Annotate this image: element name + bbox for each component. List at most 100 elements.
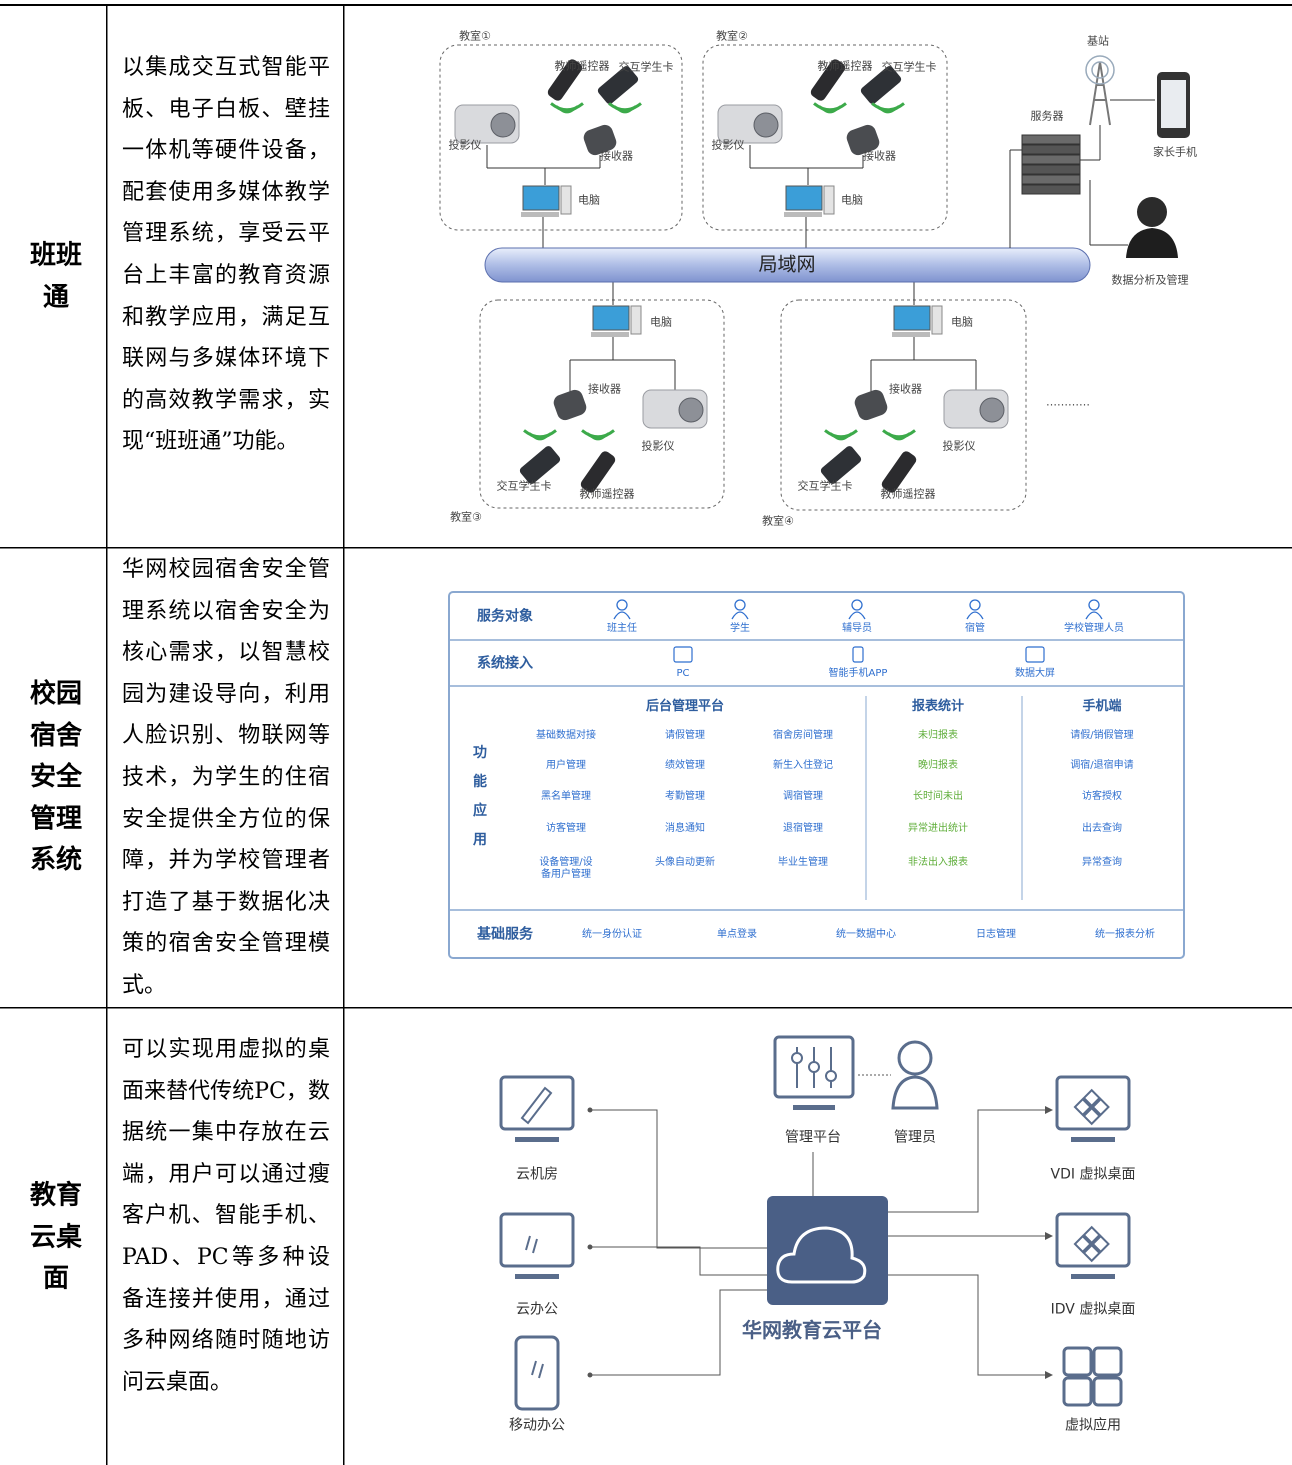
slider-knob — [825, 1070, 837, 1082]
server-unit — [1021, 174, 1081, 185]
slash-icon — [531, 1360, 544, 1379]
row-description: 华网校园宿舍安全管理系统以宿舍安全为核心需求，以智慧校园为建设导向，利用人脸识别… — [122, 557, 330, 998]
function-item: 异常查询 — [1082, 857, 1122, 868]
projector-lens — [979, 397, 1005, 423]
ellipsis: ………… — [1046, 395, 1090, 409]
receiver-icon — [553, 389, 587, 421]
user-icon — [731, 611, 749, 620]
connector — [888, 1109, 1045, 1213]
user-icon — [1085, 611, 1103, 620]
access-item: 智能手机APP — [828, 668, 888, 679]
basic-service: 统一数据中心 — [836, 929, 896, 940]
function-item: 消息通知 — [665, 823, 705, 834]
platform-icon — [773, 1035, 855, 1099]
connector — [590, 1246, 767, 1276]
management-label: 管理平台 — [785, 1129, 841, 1146]
monitor-base — [1071, 1137, 1115, 1142]
monitor-icon — [785, 185, 823, 211]
pencil-icon — [520, 1086, 553, 1125]
remote-label: 教师遥控器 — [880, 487, 936, 501]
service-target: 学生 — [730, 623, 750, 634]
monitor-icon — [1055, 1212, 1131, 1268]
function-item: 毕业生管理 — [778, 857, 828, 868]
receiver-label: 接收器 — [863, 149, 896, 163]
function-item: 访客授权 — [1082, 791, 1122, 802]
classroom-box — [479, 299, 725, 509]
group-title: 报表统计 — [911, 699, 965, 715]
function-item: 黑名单管理 — [541, 791, 591, 802]
diamond-icon — [1082, 1106, 1101, 1126]
diamond-icon — [1073, 1234, 1092, 1254]
arrow-head — [1045, 1106, 1053, 1114]
slash-icon — [525, 1235, 538, 1254]
receiver-label: 接收器 — [889, 382, 922, 396]
wifi-icon — [824, 429, 858, 439]
service-target: 学校管理人员 — [1064, 623, 1124, 634]
remote-icon — [810, 59, 846, 101]
device-icon — [852, 646, 864, 663]
server-unit — [1021, 134, 1081, 145]
admin-head — [897, 1040, 933, 1076]
admin-label: 管理员 — [894, 1129, 936, 1146]
column-border — [343, 5, 345, 1465]
diamond-icon — [1091, 1097, 1110, 1117]
row-title: 功能应用 — [473, 745, 487, 848]
diamond-icon — [1091, 1234, 1110, 1254]
classroom-name: 教室③ — [450, 510, 482, 524]
remote-icon — [580, 451, 616, 493]
row-title: 系统接入 — [477, 655, 533, 672]
classroom-name: 教室② — [716, 29, 748, 43]
platform-label: 华网教育云平台 — [742, 1318, 882, 1342]
user-icon — [851, 599, 863, 611]
classroom-name: 教室① — [459, 29, 491, 43]
monitor-icon — [1055, 1075, 1131, 1131]
user-icon — [616, 599, 628, 611]
tower-icon — [1089, 61, 1111, 126]
keyboard-icon — [591, 332, 629, 337]
app-icon — [1092, 1376, 1123, 1407]
server-unit — [1021, 164, 1081, 175]
wifi-icon — [550, 102, 584, 112]
monitor-base — [515, 1274, 559, 1279]
row-description: 可以实现用虚拟的桌面来替代传统PC，数据统一集中存放在云端，用户可以通过瘦客户机… — [122, 1037, 330, 1395]
user-icon — [966, 611, 984, 620]
function-item: 长时间未出 — [913, 791, 963, 802]
right-item: 虚拟应用 — [1065, 1417, 1121, 1434]
monitor-icon — [499, 1075, 575, 1131]
service-target: 辅导员 — [842, 623, 872, 634]
function-item: 绩效管理 — [665, 760, 705, 771]
function-item: 新生入住登记 — [773, 760, 833, 771]
wifi-icon — [882, 429, 916, 439]
basic-service: 统一身份认证 — [582, 929, 642, 940]
projector-lens — [753, 112, 779, 138]
row-border — [0, 547, 1292, 549]
diamond-icon — [1073, 1097, 1092, 1117]
signal-icon — [1085, 55, 1115, 85]
diamond-icon — [1082, 1243, 1101, 1263]
user-icon — [613, 611, 631, 620]
platform-base — [793, 1105, 835, 1110]
monitor-icon — [893, 305, 931, 331]
classroom-name: 教室④ — [762, 514, 794, 528]
projector-label: 投影仪 — [711, 138, 745, 152]
mobile-icon — [514, 1335, 560, 1411]
server-unit — [1021, 144, 1081, 155]
function-item: 退宿管理 — [783, 823, 823, 834]
function-item: 调宿管理 — [783, 791, 823, 802]
projector-label: 投影仪 — [641, 439, 675, 453]
keyboard-icon — [521, 212, 559, 217]
person-head — [1137, 197, 1167, 227]
function-item: 请假管理 — [665, 730, 705, 741]
tower-icon — [560, 185, 572, 215]
card-label: 交互学生卡 — [618, 60, 674, 74]
row-border — [0, 1007, 1292, 1009]
row-title: 基础服务 — [477, 926, 533, 943]
group-title: 手机端 — [1082, 699, 1122, 715]
right-item: VDI 虚拟桌面 — [1050, 1166, 1136, 1183]
keyboard-icon — [784, 212, 822, 217]
server-unit — [1021, 154, 1081, 165]
wifi-icon — [523, 429, 557, 439]
device-icon — [1025, 646, 1045, 663]
function-item: 未归报表 — [918, 730, 958, 741]
